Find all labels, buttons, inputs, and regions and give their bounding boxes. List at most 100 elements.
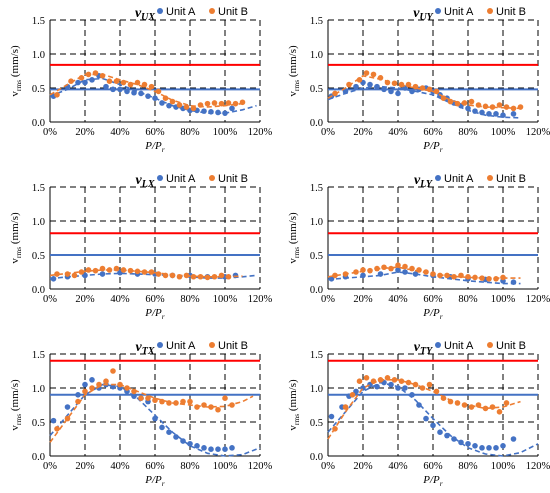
- series-unit-b: [327, 375, 521, 440]
- x-axis-label-main: P/P: [422, 474, 440, 486]
- data-point: [145, 93, 151, 99]
- x-tick-label: 100%: [213, 294, 238, 305]
- data-point: [465, 273, 471, 280]
- series-unit-b: [49, 368, 254, 443]
- data-point: [409, 392, 415, 398]
- data-point: [482, 405, 489, 412]
- data-point: [208, 446, 214, 453]
- data-point: [363, 375, 370, 381]
- chart-title: vUY: [413, 6, 433, 23]
- data-point: [68, 78, 74, 84]
- data-point: [180, 398, 186, 405]
- data-point: [475, 102, 482, 108]
- data-point: [225, 100, 232, 106]
- y-axis-label-sub: rms: [292, 80, 301, 91]
- data-point: [468, 404, 475, 410]
- data-point: [430, 271, 436, 277]
- data-point: [402, 269, 408, 275]
- data-point: [183, 104, 190, 110]
- data-point: [229, 445, 235, 451]
- legend-label-unit-a: Unit A: [166, 6, 196, 18]
- y-tick-label: 1.0: [310, 384, 323, 395]
- data-point: [437, 272, 443, 279]
- data-point: [120, 267, 127, 273]
- x-tick-label: 60%: [145, 294, 165, 305]
- data-point: [208, 109, 214, 115]
- data-point: [447, 98, 454, 105]
- data-point: [430, 422, 436, 429]
- data-point: [75, 79, 81, 86]
- chart-title: vTX: [136, 340, 155, 357]
- data-point: [419, 85, 426, 91]
- series-unit-b: [49, 70, 246, 112]
- data-point: [374, 383, 380, 390]
- y-axis-label: vrms (mm/s): [287, 379, 301, 431]
- data-point: [510, 105, 517, 112]
- y-axis-label-sub: rms: [292, 414, 301, 425]
- legend-marker-unit-a: [157, 8, 163, 14]
- y-tick-label: 1.5: [310, 350, 323, 361]
- data-point: [131, 89, 137, 96]
- data-point: [388, 381, 394, 388]
- y-axis-label: vrms (mm/s): [9, 379, 23, 431]
- data-point: [218, 272, 225, 279]
- data-point: [388, 265, 394, 272]
- data-point: [405, 379, 412, 386]
- data-point: [444, 272, 450, 279]
- y-axis-label-main: v: [287, 91, 299, 97]
- data-point: [82, 381, 88, 388]
- chart-title-main: v: [413, 6, 420, 21]
- x-tick-label: 40%: [110, 127, 130, 138]
- x-tick-label: 80%: [180, 294, 200, 305]
- x-tick-label: 20%: [75, 127, 95, 138]
- legend: Unit A Unit B: [435, 340, 526, 352]
- data-point: [328, 276, 335, 282]
- data-point: [500, 274, 506, 281]
- x-axis-label-sub: r: [440, 145, 443, 154]
- chart-title-main: v: [414, 340, 421, 355]
- x-tick-label: 100%: [213, 461, 238, 472]
- x-tick-label: 40%: [110, 461, 130, 472]
- data-point: [388, 88, 394, 95]
- legend-marker-unit-a: [157, 175, 163, 181]
- data-point: [78, 269, 85, 275]
- data-point: [391, 377, 398, 383]
- data-point: [440, 95, 447, 101]
- data-point: [204, 274, 211, 281]
- data-point: [377, 377, 384, 383]
- y-tick-label: 1.5: [310, 16, 323, 27]
- x-axis-label-main: P/P: [144, 140, 162, 152]
- data-point: [166, 429, 172, 436]
- data-point: [78, 75, 85, 81]
- data-point: [444, 432, 450, 439]
- data-point: [479, 109, 485, 116]
- data-point: [370, 378, 377, 385]
- data-point: [127, 267, 134, 274]
- x-tick-label: 120%: [248, 461, 273, 472]
- data-point: [110, 86, 116, 93]
- data-point: [155, 271, 162, 277]
- data-point: [64, 404, 71, 410]
- data-point: [218, 100, 225, 107]
- data-point: [166, 400, 172, 406]
- data-point: [176, 273, 183, 280]
- trend-line: [327, 271, 521, 285]
- y-axis-label-unit: (mm/s): [9, 379, 21, 414]
- data-point: [370, 71, 377, 78]
- data-point: [96, 381, 102, 388]
- y-tick-label: 0.0: [310, 118, 323, 129]
- data-point: [152, 95, 158, 101]
- data-point: [356, 77, 363, 83]
- data-point: [342, 271, 349, 277]
- legend-label-unit-a: Unit A: [444, 173, 474, 185]
- data-point: [197, 102, 204, 108]
- grid-lines: [328, 19, 539, 122]
- data-point: [423, 269, 429, 275]
- data-point: [398, 378, 405, 385]
- data-point: [486, 445, 492, 451]
- data-point: [194, 404, 200, 410]
- y-tick-label: 0.0: [310, 285, 323, 296]
- data-point: [229, 402, 235, 408]
